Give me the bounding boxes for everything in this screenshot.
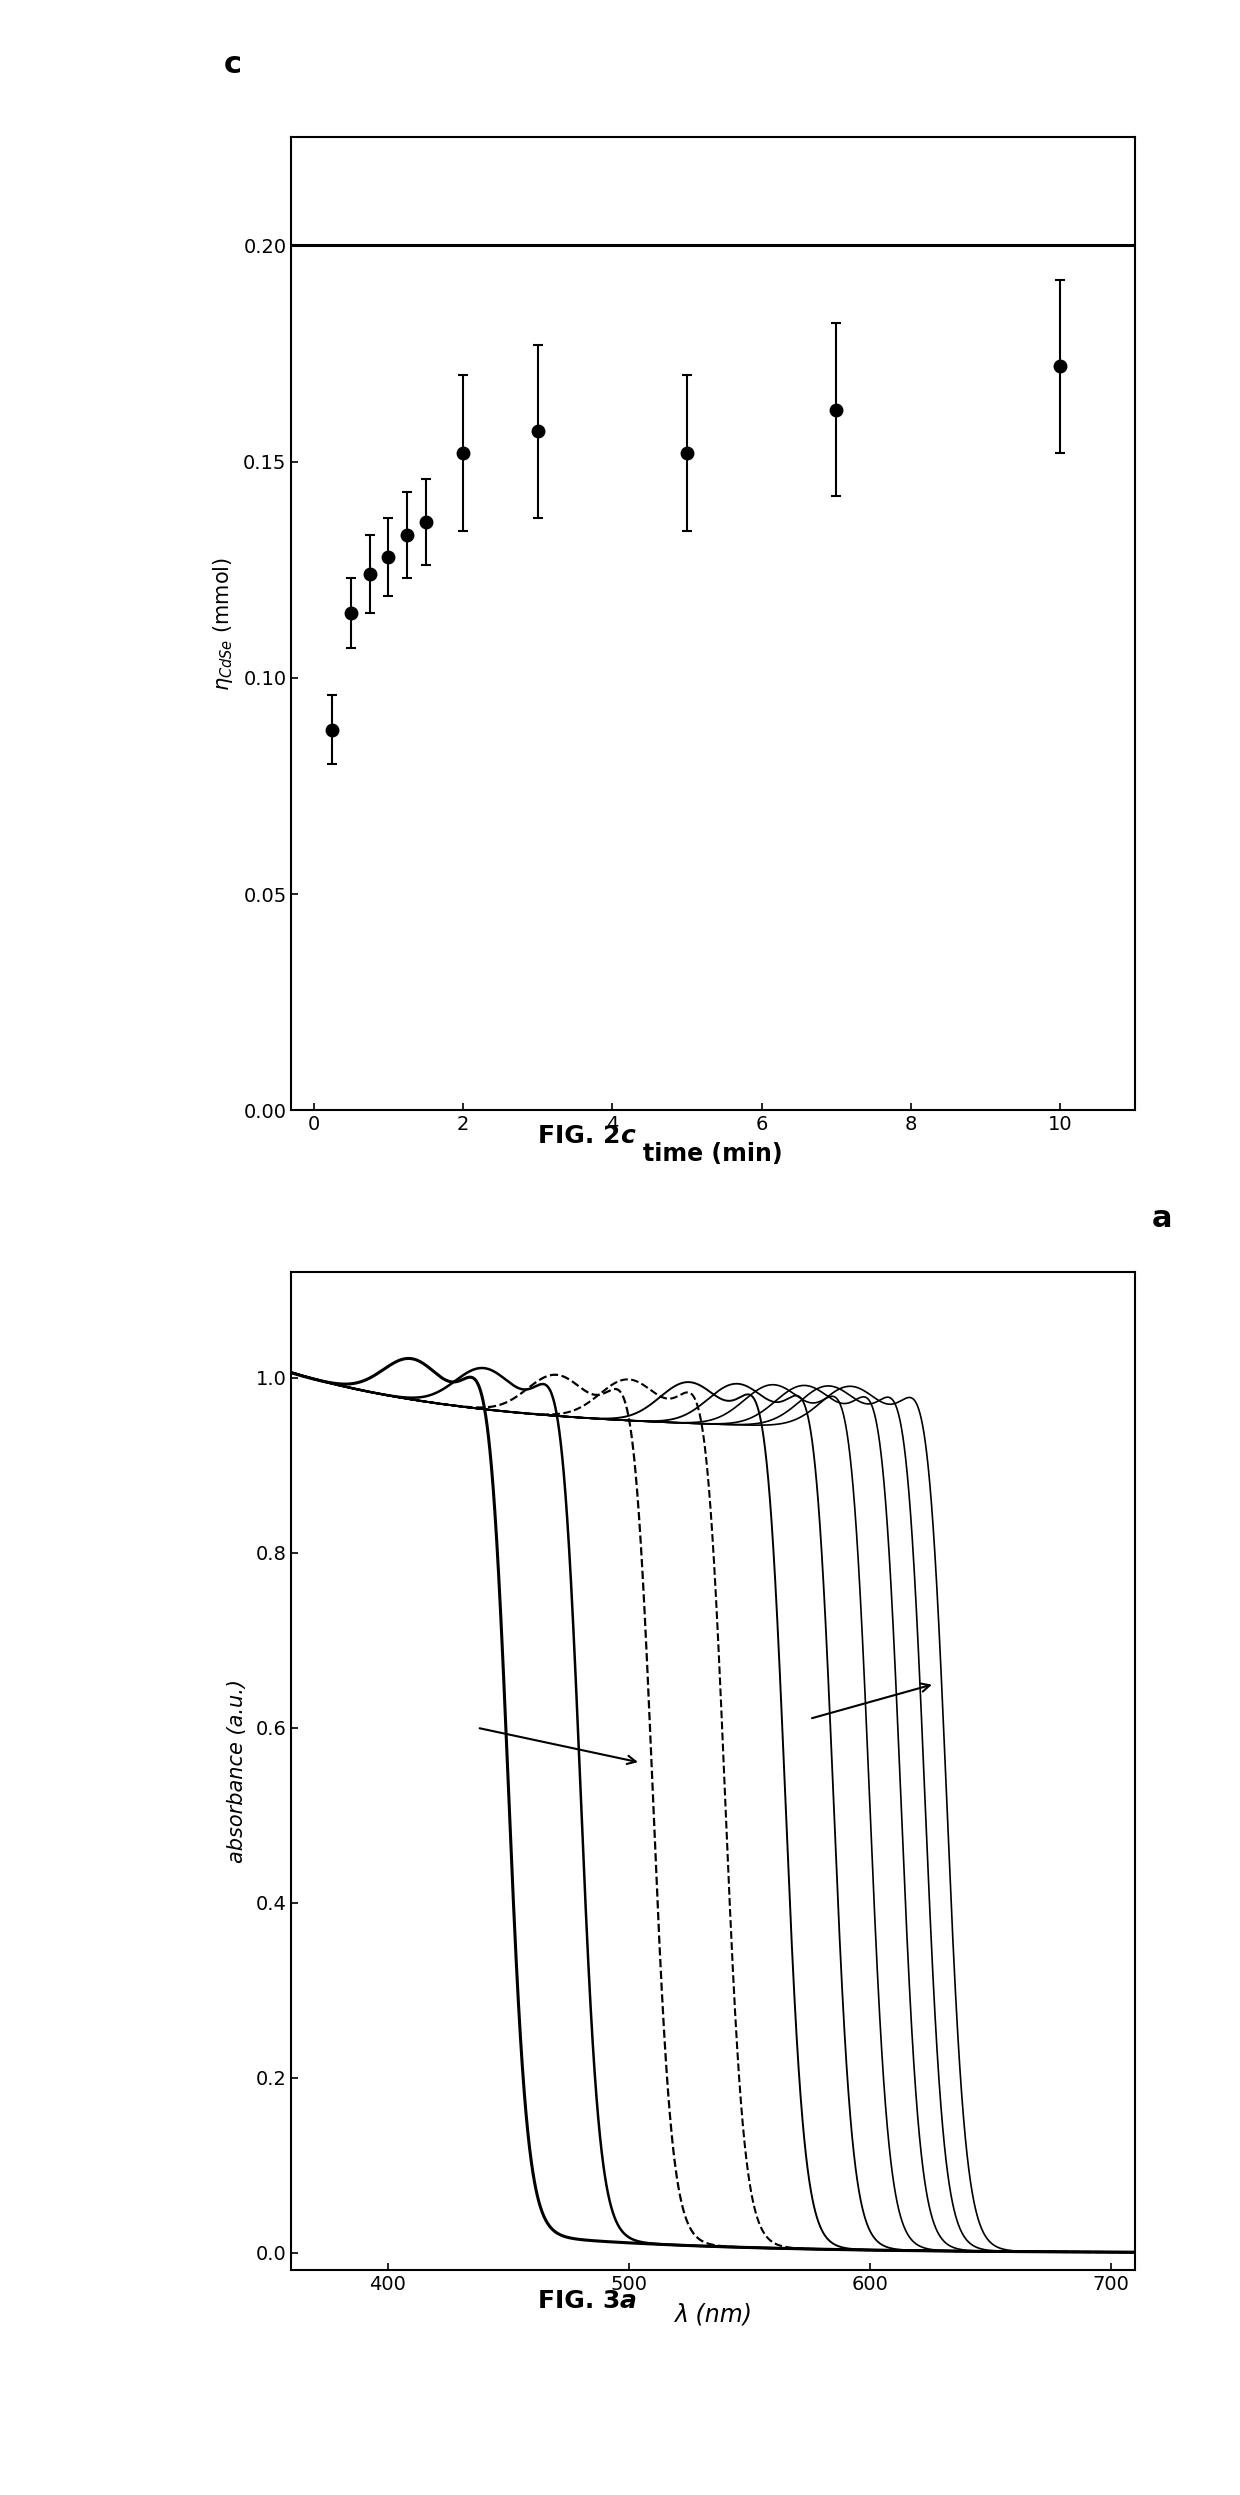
Text: a: a [1152,1203,1172,1233]
Text: FIG. 2: FIG. 2 [538,1123,620,1148]
Y-axis label: absorbance (a.u.): absorbance (a.u.) [227,1679,247,1864]
Text: c: c [620,1123,635,1148]
X-axis label: λ (nm): λ (nm) [675,2303,751,2328]
Y-axis label: $\eta_{CdSe}$ (mmol): $\eta_{CdSe}$ (mmol) [211,556,234,691]
X-axis label: time (min): time (min) [644,1143,782,1168]
Text: a: a [620,2288,637,2313]
Text: FIG. 3: FIG. 3 [538,2288,620,2313]
Text: c: c [224,50,242,80]
